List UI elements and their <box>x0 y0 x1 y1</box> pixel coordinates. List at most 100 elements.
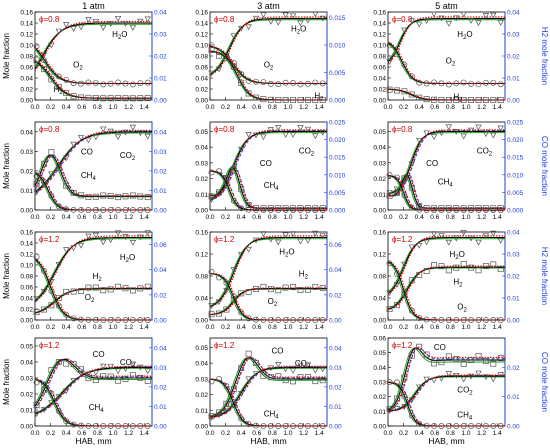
data-point <box>430 231 438 238</box>
data-point <box>312 230 319 237</box>
data-point <box>490 205 497 212</box>
x-tick-label: 0.0 <box>30 104 39 111</box>
data-point <box>289 367 297 374</box>
data-point <box>482 233 490 239</box>
data-point <box>290 207 297 213</box>
x-tick-label: 1.2 <box>477 214 486 221</box>
data-point <box>438 317 445 323</box>
y-right-tick-label: 0.04 <box>329 345 342 352</box>
y-tick-label: 0.04 <box>373 145 386 152</box>
y-tick-label: 0.00 <box>373 318 386 325</box>
data-point <box>490 423 497 429</box>
x-tick-label: 0.0 <box>30 214 39 221</box>
data-point <box>394 395 400 402</box>
data-point <box>245 288 252 295</box>
data-point <box>63 360 70 367</box>
data-point <box>129 372 136 379</box>
data-point <box>304 373 311 380</box>
data-point <box>216 52 222 59</box>
y-tick-label: 0.12 <box>20 252 33 259</box>
data-point <box>245 376 252 383</box>
y-right-tick-label: 0.02 <box>154 384 167 391</box>
data-point <box>490 376 497 383</box>
data-point <box>490 79 497 86</box>
data-point <box>215 66 223 73</box>
y-tick-label: 0.12 <box>195 252 208 259</box>
model-curve <box>387 376 505 412</box>
chart-panel: 0.000.020.040.060.080.100.120.140.160.00… <box>195 10 345 112</box>
data-point <box>144 368 151 375</box>
data-point <box>312 378 319 385</box>
data-point <box>319 205 326 212</box>
y-right-tick-label: 0.04 <box>329 267 342 274</box>
data-point <box>408 161 415 168</box>
data-point <box>230 267 237 273</box>
x-tick-label: 0.4 <box>237 104 246 111</box>
data-point <box>216 274 222 281</box>
data-point <box>100 287 107 294</box>
data-point <box>216 375 222 382</box>
data-point <box>238 309 245 316</box>
species-label: O2 <box>73 60 83 71</box>
data-point <box>70 315 77 322</box>
data-point <box>238 251 245 258</box>
data-point <box>275 205 282 212</box>
data-point <box>304 97 311 103</box>
y-tick-label: 0.04 <box>373 365 386 372</box>
model-curve <box>209 272 327 321</box>
model-curve <box>387 347 505 411</box>
data-point <box>275 423 282 429</box>
x-tick-label: 1.0 <box>461 214 470 221</box>
data-point <box>33 43 40 50</box>
x-tick-label: 1.0 <box>283 214 292 221</box>
phi-label: ϕ=1.2 <box>39 341 60 350</box>
data-point <box>408 397 415 404</box>
x-tick-label: 0.6 <box>252 214 261 221</box>
x-axis-label: HAB, mm <box>428 436 464 446</box>
y-tick-label: 0.02 <box>195 87 208 94</box>
data-point <box>490 207 497 213</box>
data-point <box>144 377 151 384</box>
model-curve <box>387 266 505 310</box>
species-label: CO2 <box>120 358 136 369</box>
data-point <box>416 272 423 279</box>
data-point <box>438 96 445 103</box>
data-point <box>304 80 311 87</box>
data-point <box>267 317 274 323</box>
x-tick-label: 0.4 <box>62 104 71 111</box>
data-point <box>63 155 70 162</box>
data-point <box>33 173 40 179</box>
data-point <box>438 205 445 212</box>
data-point <box>282 232 289 239</box>
data-point <box>282 284 289 291</box>
data-point <box>92 207 99 213</box>
x-tick-label: 1.2 <box>124 214 133 221</box>
data-point <box>260 12 267 19</box>
x-tick-label: 0.8 <box>268 214 277 221</box>
x-tick-label: 0.2 <box>399 214 408 221</box>
column-title: 3 atm <box>257 1 280 11</box>
data-point <box>319 233 326 240</box>
data-point <box>33 181 40 188</box>
right-axis-label: CO mole fraction <box>540 136 549 196</box>
data-point <box>468 423 475 429</box>
data-point <box>445 205 452 212</box>
data-point <box>482 97 489 103</box>
y-right-tick-label: 0.04 <box>507 230 520 237</box>
plot-frame <box>387 231 506 321</box>
data-point <box>137 207 144 213</box>
x-tick-label: 0.8 <box>93 214 102 221</box>
data-point <box>114 15 122 22</box>
chart-panel: 0.00 0.01 0.02 0.03 0.04 0.05 0.06 0.00 0.01 0.02… <box>373 336 520 438</box>
x-tick-label: 0.2 <box>399 324 408 331</box>
chart-panel: 0.00 0.01 0.02 0.03 0.04 0.00 0.01 0.02 0.03 0.04… <box>20 121 167 221</box>
x-tick-label: 0.4 <box>62 324 71 331</box>
data-point <box>144 230 151 236</box>
x-tick-label: 1.4 <box>315 430 324 437</box>
data-point <box>216 310 222 317</box>
y-right-tick-label: 0.04 <box>154 267 167 274</box>
data-point <box>460 230 467 236</box>
data-point <box>394 189 400 196</box>
species-label: CO2 <box>295 359 311 370</box>
data-point <box>129 361 137 368</box>
